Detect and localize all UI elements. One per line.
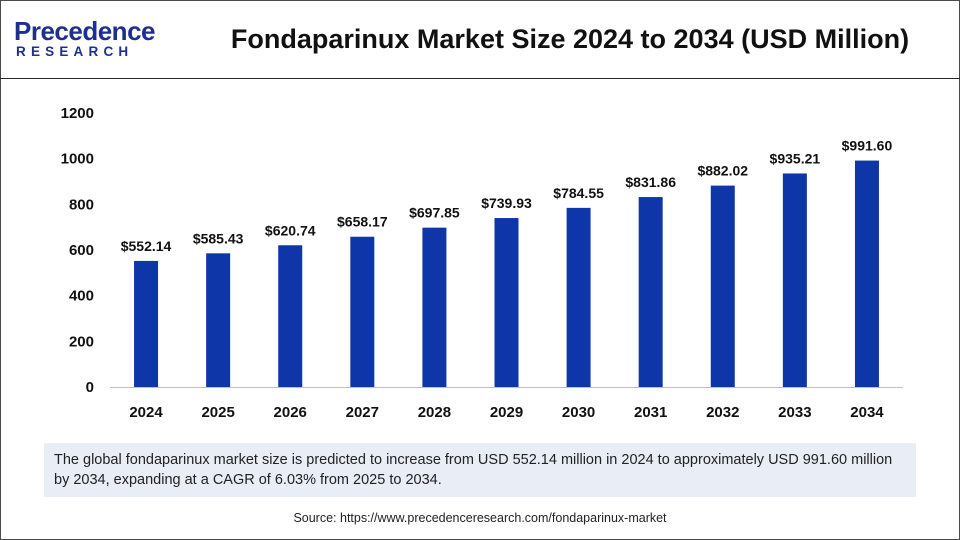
bar-value-label: $991.60: [842, 138, 893, 154]
bar: [422, 227, 447, 387]
bar: [854, 160, 879, 387]
y-tick-label: 800: [69, 196, 94, 213]
y-tick-label: 600: [69, 242, 94, 259]
y-tick-label: 400: [69, 288, 94, 305]
bar: [782, 173, 807, 387]
header: Precedence RESEARCH Fondaparinux Market …: [0, 0, 960, 79]
source-text: Source: https://www.precedenceresearch.c…: [293, 511, 667, 525]
x-tick-label: 2034: [850, 404, 884, 421]
bar-value-label: $658.17: [337, 214, 388, 230]
x-tick-label: 2033: [778, 404, 811, 421]
bar-series: $552.14 $585.43 $620.74 $658.17 $697.85 $739.…: [121, 138, 893, 387]
x-tick-label: 2029: [490, 404, 523, 421]
x-tick-label: 2031: [634, 404, 667, 421]
bar-value-label: $784.55: [553, 185, 604, 201]
x-tick-label: 2028: [418, 404, 451, 421]
bar-value-label: $882.02: [697, 163, 748, 179]
y-tick-label: 1000: [61, 151, 94, 168]
y-tick-label: 1200: [61, 105, 94, 122]
bar: [350, 236, 375, 387]
bar-value-label: $585.43: [193, 230, 244, 246]
logo-main-text: Precedence: [14, 16, 155, 46]
summary-text: The global fondaparinux market size is p…: [44, 443, 916, 497]
bar-value-label: $739.93: [481, 195, 532, 211]
bar: [206, 253, 231, 387]
bar-value-label: $831.86: [625, 174, 676, 190]
x-tick-label: 2030: [562, 404, 595, 421]
bar: [638, 197, 663, 387]
brand-logo: Precedence RESEARCH: [14, 16, 164, 66]
y-tick-label: 200: [69, 333, 94, 350]
bar-value-label: $697.85: [409, 205, 460, 221]
bar: [494, 218, 519, 387]
x-tick-label: 2024: [129, 404, 163, 421]
logo-sub-text: RESEARCH: [16, 44, 134, 59]
bar: [710, 185, 735, 387]
y-tick-label: 0: [86, 379, 94, 396]
x-axis: 2024 2025 2026 2027 2028 2029 2030 2031 2032 2033…: [110, 387, 903, 421]
bar: [566, 207, 591, 387]
bar-value-label: $552.14: [121, 238, 172, 254]
x-tick-label: 2032: [706, 404, 739, 421]
bar: [134, 260, 159, 387]
bar-value-label: $935.21: [770, 150, 821, 166]
x-tick-label: 2027: [346, 404, 379, 421]
bar: [278, 245, 303, 387]
chart-title: Fondaparinux Market Size 2024 to 2034 (U…: [230, 24, 910, 54]
y-axis: 0 200 400 600 800 1000 1200: [61, 105, 94, 396]
bar-chart: 0 200 400 600 800 1000 1200 $552.14 $585.43 $620…: [61, 105, 903, 421]
x-tick-label: 2026: [274, 404, 307, 421]
x-tick-label: 2025: [201, 404, 234, 421]
bar-value-label: $620.74: [265, 222, 316, 238]
